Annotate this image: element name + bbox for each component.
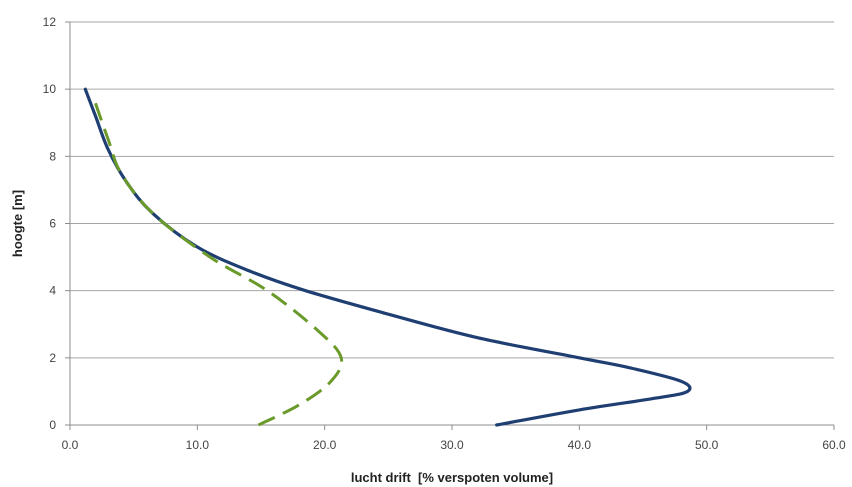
y-tick-label: 8 xyxy=(49,149,56,163)
x-tick-label: 30.0 xyxy=(440,438,464,452)
x-tick-labels: 0.0 10.0 20.0 30.0 40.0 50.0 60.0 xyxy=(62,425,846,452)
x-tick-label: 10.0 xyxy=(186,438,210,452)
x-tick-label: 50.0 xyxy=(695,438,719,452)
gridlines xyxy=(70,21,834,359)
y-tick-label: 0 xyxy=(49,418,56,432)
y-tick-label: 6 xyxy=(49,217,56,231)
x-tick-label: 20.0 xyxy=(313,438,337,452)
series xyxy=(83,87,692,427)
y-axis-title: hoogte [m] xyxy=(10,190,25,257)
x-tick-label: 60.0 xyxy=(822,438,846,452)
y-tick-label: 10 xyxy=(43,82,57,96)
x-tick-label: 0.0 xyxy=(62,438,79,452)
x-axis-title: lucht drift [% verspoten volume] xyxy=(351,470,553,485)
y-tick-label: 12 xyxy=(43,15,57,29)
y-tick-labels: 0 2 4 6 8 10 12 xyxy=(43,15,70,432)
series-line-2 xyxy=(91,95,344,427)
y-tick-label: 4 xyxy=(49,284,56,298)
x-tick-label: 40.0 xyxy=(568,438,592,452)
series-line-1 xyxy=(83,87,692,427)
y-tick-label: 2 xyxy=(49,351,56,365)
